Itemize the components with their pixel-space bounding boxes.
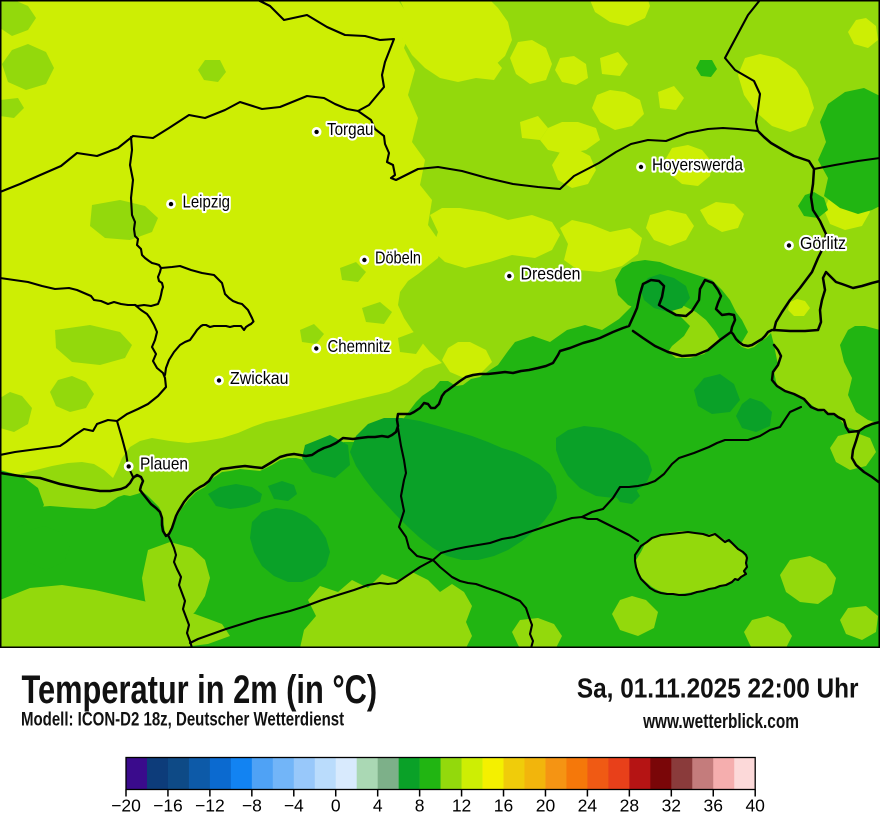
svg-text:Döbeln: Döbeln bbox=[375, 247, 421, 267]
svg-text:Modell: ICON-D2 18z, Deutscher: Modell: ICON-D2 18z, Deutscher Wetterdie… bbox=[21, 709, 344, 730]
svg-text:32: 32 bbox=[662, 796, 681, 816]
svg-text:28: 28 bbox=[620, 796, 639, 816]
svg-text:40: 40 bbox=[745, 796, 765, 816]
svg-text:−8: −8 bbox=[242, 796, 262, 816]
svg-text:Zwickau: Zwickau bbox=[230, 368, 289, 388]
svg-text:4: 4 bbox=[373, 796, 383, 816]
svg-text:Plauen: Plauen bbox=[140, 454, 188, 474]
svg-text:−20: −20 bbox=[111, 796, 141, 816]
svg-text:−16: −16 bbox=[153, 796, 183, 816]
svg-text:−12: −12 bbox=[195, 796, 225, 816]
svg-text:Leipzig: Leipzig bbox=[183, 191, 231, 211]
svg-text:Sa, 01.11.2025 22:00 Uhr: Sa, 01.11.2025 22:00 Uhr bbox=[577, 672, 859, 704]
svg-text:www.wetterblick.com: www.wetterblick.com bbox=[642, 710, 799, 732]
svg-text:Chemnitz: Chemnitz bbox=[328, 336, 391, 356]
svg-text:−4: −4 bbox=[284, 796, 304, 816]
svg-text:Torgau: Torgau bbox=[327, 119, 374, 139]
svg-text:Görlitz: Görlitz bbox=[800, 233, 846, 253]
svg-text:8: 8 bbox=[415, 796, 425, 816]
svg-text:16: 16 bbox=[494, 796, 513, 816]
svg-text:24: 24 bbox=[578, 796, 598, 816]
svg-text:0: 0 bbox=[331, 796, 341, 816]
svg-text:Temperatur in 2m (in °C): Temperatur in 2m (in °C) bbox=[22, 667, 378, 712]
svg-text:Dresden: Dresden bbox=[521, 263, 581, 283]
svg-text:36: 36 bbox=[704, 796, 723, 816]
svg-text:20: 20 bbox=[536, 796, 556, 816]
svg-text:12: 12 bbox=[452, 796, 471, 816]
svg-text:Hoyerswerda: Hoyerswerda bbox=[652, 154, 743, 174]
